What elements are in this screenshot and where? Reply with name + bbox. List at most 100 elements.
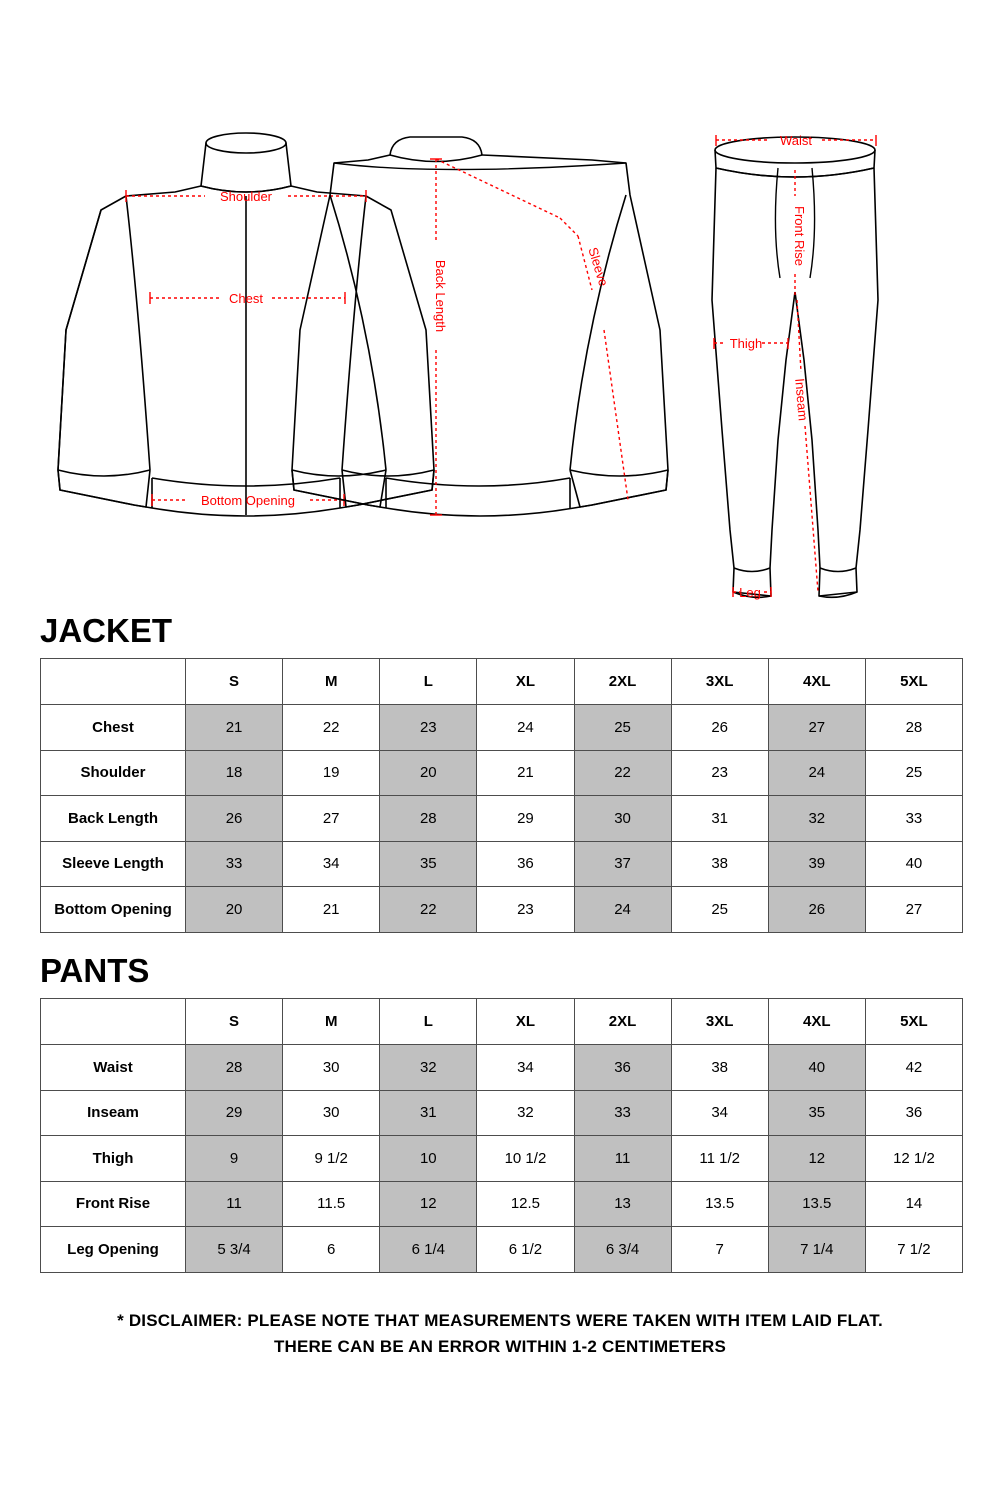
pants-front-rise-label: Front Rise <box>792 206 807 266</box>
disclaimer-line-2: THERE CAN BE AN ERROR WITHIN 1-2 CENTIME… <box>273 1337 727 1356</box>
jacket-table-head: S M L XL 2XL 3XL 4XL 5XL <box>40 658 964 705</box>
pants-thigh-label: Thigh <box>730 336 763 351</box>
jacket-size-header-5xl: 5XL <box>864 658 964 705</box>
jacket-cell: 33 <box>864 795 964 842</box>
jacket-size-header-4xl: 4XL <box>767 658 866 705</box>
jacket-cell: 27 <box>864 886 964 933</box>
jacket-size-header-xl: XL <box>476 658 575 705</box>
jacket-cell: 25 <box>573 704 672 751</box>
pants-size-header-xl: XL <box>476 998 575 1045</box>
pants-size-header-l: L <box>379 998 478 1045</box>
jacket-back-illustration <box>291 136 669 517</box>
jacket-chest-label: Chest <box>229 291 263 306</box>
pants-cell: 9 1/2 <box>282 1135 381 1182</box>
pants-cell: 11.5 <box>282 1180 381 1227</box>
jacket-cell: 21 <box>476 749 575 796</box>
pants-inseam-label: Inseam <box>792 378 811 422</box>
jacket-cell: 20 <box>184 886 284 933</box>
jacket-cell: 37 <box>573 840 672 887</box>
jacket-size-table: S M L XL 2XL 3XL 4XL 5XL Chest 21 22 23 24 25 26 27 28 S… <box>40 658 964 933</box>
pants-cell: 34 <box>476 1044 575 1091</box>
jacket-size-header-m: M <box>282 658 381 705</box>
jacket-cell: 30 <box>573 795 672 842</box>
jacket-corner-header <box>40 658 186 705</box>
jacket-row-label: Bottom Opening <box>40 886 186 933</box>
pants-cell: 31 <box>379 1089 478 1136</box>
pants-row-label: Inseam <box>40 1089 186 1136</box>
pants-cell: 32 <box>379 1044 478 1091</box>
pants-cell: 32 <box>476 1089 575 1136</box>
pants-annotations: Waist Front Rise Thigh Inseam Leg Openin… <box>713 133 877 600</box>
jacket-cell: 23 <box>476 886 575 933</box>
jacket-cell: 29 <box>476 795 575 842</box>
pants-cell: 10 <box>379 1135 478 1182</box>
jacket-cell: 25 <box>864 749 964 796</box>
jacket-cell: 38 <box>670 840 769 887</box>
disclaimer-line-1: * DISCLAIMER: PLEASE NOTE THAT MEASUREME… <box>117 1311 883 1330</box>
pants-row-label: Front Rise <box>40 1180 186 1227</box>
jacket-section-title: JACKET <box>40 612 173 649</box>
jacket-row-label: Sleeve Length <box>40 840 186 887</box>
pants-size-header-4xl: 4XL <box>767 998 866 1045</box>
jacket-cell: 19 <box>282 749 381 796</box>
pants-cell: 38 <box>670 1044 769 1091</box>
pants-cell: 7 <box>670 1226 769 1273</box>
pants-size-header-3xl: 3XL <box>670 998 769 1045</box>
jacket-cell: 21 <box>282 886 381 933</box>
pants-cell: 13.5 <box>670 1180 769 1227</box>
jacket-cell: 23 <box>379 704 478 751</box>
pants-cell: 13.5 <box>767 1180 866 1227</box>
pants-cell: 11 1/2 <box>670 1135 769 1182</box>
jacket-back-annotations: Back Length Sleeve <box>430 158 629 516</box>
pants-illustration <box>711 136 879 599</box>
pants-header-row: S M L XL 2XL 3XL 4XL 5XL <box>40 998 964 1045</box>
pants-measurement-row: Inseam 29 30 31 32 33 34 35 36 <box>40 1089 964 1136</box>
pants-cell: 13 <box>573 1180 672 1227</box>
pants-cell: 40 <box>767 1044 866 1091</box>
jacket-cell: 18 <box>184 749 284 796</box>
jacket-cell: 35 <box>379 840 478 887</box>
pants-cell: 5 3/4 <box>184 1226 284 1273</box>
pants-cell: 6 1/4 <box>379 1226 478 1273</box>
jacket-cell: 27 <box>767 704 866 751</box>
jacket-measurement-row: Back Length 26 27 28 29 30 31 32 33 <box>40 795 964 842</box>
pants-measurement-row: Front Rise 11 11.5 12 12.5 13 13.5 13.5 14 <box>40 1180 964 1227</box>
jacket-sleeve-label: Sleeve <box>585 245 611 287</box>
pants-cell: 29 <box>184 1089 284 1136</box>
jacket-cell: 36 <box>476 840 575 887</box>
jacket-cell: 28 <box>379 795 478 842</box>
pants-section-title: PANTS <box>40 952 150 989</box>
jacket-cell: 34 <box>282 840 381 887</box>
pants-row-label: Leg Opening <box>40 1226 186 1273</box>
jacket-cell: 23 <box>670 749 769 796</box>
pants-size-table: S M L XL 2XL 3XL 4XL 5XL Waist 28 30 32 34 36 38 40 42 I… <box>40 998 964 1273</box>
jacket-measurement-row: Chest 21 22 23 24 25 26 27 28 <box>40 704 964 751</box>
jacket-cell: 40 <box>864 840 964 887</box>
jacket-row-label: Chest <box>40 704 186 751</box>
pants-cell: 7 1/2 <box>864 1226 964 1273</box>
pants-cell: 35 <box>767 1089 866 1136</box>
jacket-cell: 21 <box>184 704 284 751</box>
pants-cell: 10 1/2 <box>476 1135 575 1182</box>
jacket-cell: 28 <box>864 704 964 751</box>
disclaimer: * DISCLAIMER: PLEASE NOTE THAT MEASUREME… <box>0 1308 1000 1360</box>
pants-measurement-row: Waist 28 30 32 34 36 38 40 42 <box>40 1044 964 1091</box>
jacket-cell: 24 <box>476 704 575 751</box>
jacket-cell: 31 <box>670 795 769 842</box>
pants-cell: 36 <box>864 1089 964 1136</box>
pants-table-head: S M L XL 2XL 3XL 4XL 5XL <box>40 998 964 1045</box>
jacket-cell: 22 <box>379 886 478 933</box>
pants-cell: 9 <box>184 1135 284 1182</box>
jacket-cell: 22 <box>282 704 381 751</box>
pants-cell: 6 3/4 <box>573 1226 672 1273</box>
jacket-size-header-l: L <box>379 658 478 705</box>
jacket-row-label: Shoulder <box>40 749 186 796</box>
jacket-row-label: Back Length <box>40 795 186 842</box>
jacket-size-header-3xl: 3XL <box>670 658 769 705</box>
pants-cell: 33 <box>573 1089 672 1136</box>
pants-leg-opening-label-line1: Leg <box>739 585 761 600</box>
jacket-bottom-opening-label: Bottom Opening <box>201 493 295 508</box>
pants-size-header-m: M <box>282 998 381 1045</box>
pants-cell: 28 <box>184 1044 284 1091</box>
jacket-cell: 26 <box>184 795 284 842</box>
